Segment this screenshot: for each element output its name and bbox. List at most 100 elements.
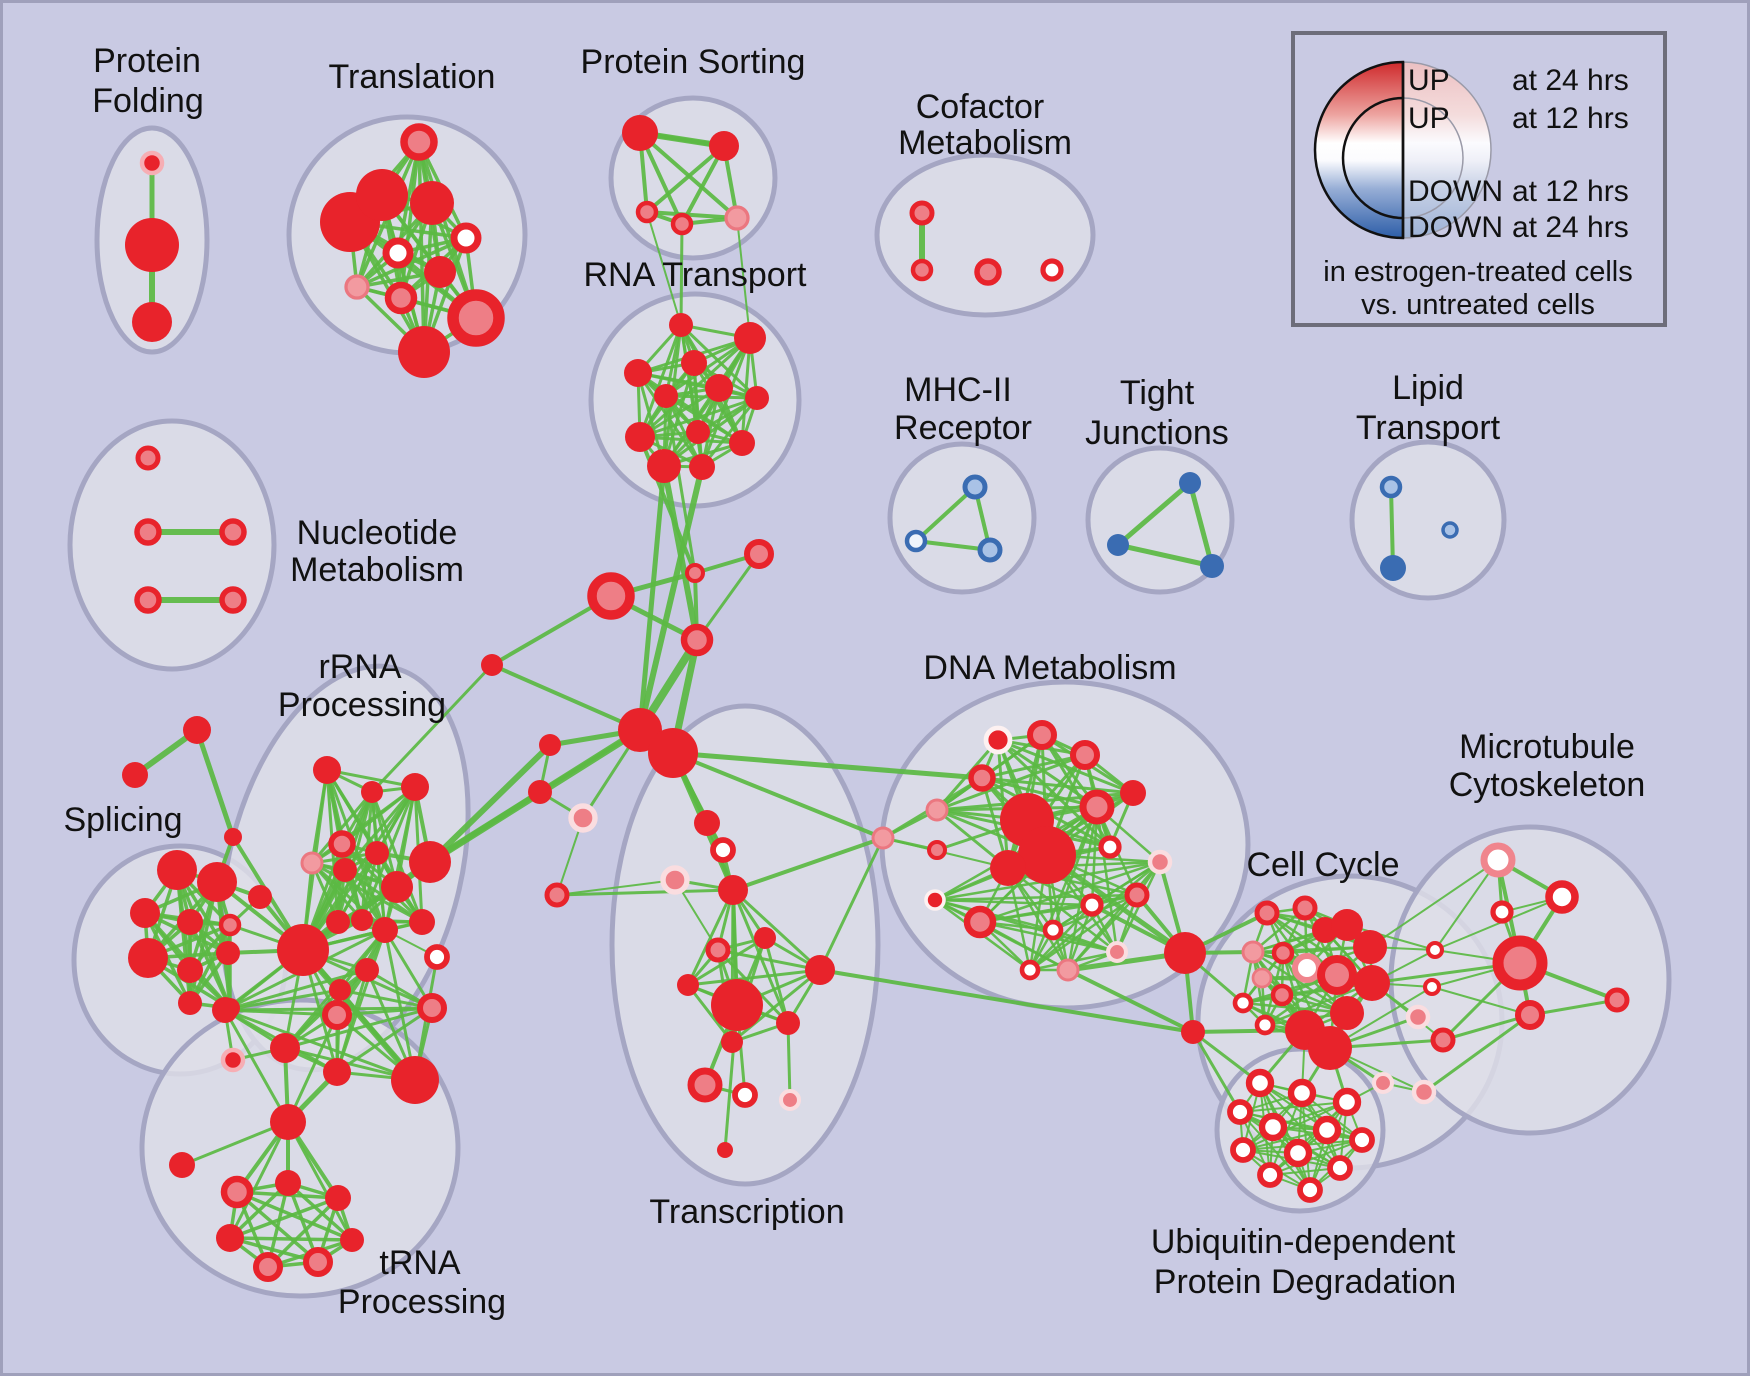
gene-node-lp0[interactable] [1379, 475, 1403, 499]
gene-node-dmB[interactable] [1018, 826, 1076, 884]
gene-node-dm8[interactable] [1098, 835, 1122, 859]
gene-node-ps3[interactable] [670, 212, 694, 236]
gene-node-tn6[interactable] [303, 1247, 333, 1277]
gene-node-rr14[interactable] [409, 909, 435, 935]
gene-node-ps4[interactable] [724, 205, 750, 231]
gene-node-dm15[interactable] [1124, 882, 1150, 908]
gene-node-rr1[interactable] [361, 781, 383, 803]
gene-node-h3[interactable] [680, 623, 714, 657]
gene-node-hA[interactable] [618, 708, 662, 752]
gene-node-spc[interactable] [224, 828, 242, 846]
gene-node-rr12[interactable] [355, 958, 379, 982]
gene-node-cc11[interactable] [1270, 983, 1294, 1007]
gene-node-h2[interactable] [587, 572, 635, 620]
gene-node-ps1[interactable] [709, 131, 739, 161]
gene-node-rr5[interactable] [333, 858, 357, 882]
gene-node-rr0[interactable] [313, 756, 341, 784]
gene-node-nm1[interactable] [134, 518, 162, 546]
gene-node-tc14[interactable] [717, 1142, 733, 1158]
gene-node-cc13[interactable] [1254, 1014, 1276, 1036]
gene-node-rr3[interactable] [328, 830, 356, 858]
gene-node-rr15[interactable] [424, 944, 450, 970]
gene-node-cf0[interactable] [909, 200, 935, 226]
gene-node-mh0[interactable] [962, 474, 988, 500]
gene-node-dm0[interactable] [983, 725, 1013, 755]
gene-node-dm19[interactable] [1164, 932, 1206, 974]
gene-node-cf1[interactable] [910, 258, 934, 282]
gene-node-rt10[interactable] [647, 449, 681, 483]
gene-node-dm18[interactable] [1019, 959, 1041, 981]
gene-node-lp1[interactable] [1380, 555, 1406, 581]
gene-node-tc9[interactable] [776, 1011, 800, 1035]
gene-node-rt4[interactable] [705, 374, 733, 402]
gene-node-nm2[interactable] [219, 518, 247, 546]
gene-node-rr10[interactable] [351, 909, 373, 931]
gene-node-ps2[interactable] [635, 200, 659, 224]
gene-node-rr11[interactable] [372, 917, 398, 943]
gene-node-ub9[interactable] [1327, 1155, 1353, 1181]
gene-node-ub11[interactable] [1297, 1177, 1323, 1203]
gene-node-ps0[interactable] [622, 115, 658, 151]
gene-node-tj2[interactable] [1200, 554, 1224, 578]
gene-node-rt9[interactable] [729, 430, 755, 456]
gene-node-tl4[interactable] [450, 222, 482, 254]
gene-node-rr18[interactable] [322, 1000, 352, 1030]
gene-node-tc3[interactable] [718, 875, 748, 905]
gene-node-mc0[interactable] [1480, 842, 1516, 878]
gene-node-dm1[interactable] [1027, 720, 1057, 750]
gene-node-dm7[interactable] [990, 850, 1026, 886]
gene-node-tc12[interactable] [732, 1082, 758, 1108]
gene-node-tc13[interactable] [778, 1088, 802, 1112]
gene-node-ub7[interactable] [1230, 1137, 1256, 1163]
gene-node-nm3[interactable] [134, 586, 162, 614]
gene-node-sp1[interactable] [197, 862, 237, 902]
gene-node-tl0[interactable] [400, 123, 438, 161]
gene-node-dm6[interactable] [1120, 780, 1146, 806]
gene-node-ub5[interactable] [1312, 1115, 1342, 1145]
gene-node-rt0[interactable] [669, 313, 693, 337]
gene-node-sp8[interactable] [178, 991, 202, 1015]
gene-node-tl9[interactable] [447, 289, 505, 347]
gene-node-tn5[interactable] [340, 1228, 364, 1252]
gene-node-rr22[interactable] [220, 1047, 246, 1073]
gene-node-mc8[interactable] [1430, 1027, 1456, 1053]
gene-node-rr16[interactable] [212, 997, 238, 1023]
gene-node-rr13[interactable] [329, 979, 351, 1001]
gene-node-cc8[interactable] [1317, 955, 1357, 995]
gene-node-sp10[interactable] [248, 885, 272, 909]
gene-node-h8[interactable] [544, 882, 570, 908]
gene-node-tn4[interactable] [216, 1224, 244, 1252]
gene-node-tl10[interactable] [398, 326, 450, 378]
gene-node-ub3[interactable] [1227, 1099, 1253, 1125]
gene-node-h4[interactable] [481, 654, 503, 676]
gene-node-tc4[interactable] [754, 927, 776, 949]
gene-node-mc10[interactable] [1411, 1079, 1437, 1105]
gene-node-tc10[interactable] [721, 1031, 743, 1053]
gene-node-sp0[interactable] [157, 850, 197, 890]
gene-node-tn0[interactable] [169, 1152, 195, 1178]
gene-node-cc19[interactable] [1405, 1004, 1431, 1030]
gene-node-mc9[interactable] [1371, 1071, 1395, 1095]
gene-node-tn3[interactable] [325, 1185, 351, 1211]
gene-node-ccB[interactable] [1308, 1026, 1352, 1070]
gene-node-rt1[interactable] [734, 322, 766, 354]
gene-node-hB[interactable] [648, 728, 698, 778]
gene-node-ub8[interactable] [1283, 1138, 1313, 1168]
gene-node-ub1[interactable] [1287, 1078, 1317, 1108]
gene-node-tc7[interactable] [805, 955, 835, 985]
gene-node-h5[interactable] [539, 734, 561, 756]
gene-node-ub4[interactable] [1258, 1112, 1288, 1142]
gene-node-cc5[interactable] [1241, 940, 1265, 964]
gene-node-rr7[interactable] [381, 871, 413, 903]
gene-node-mc5[interactable] [1492, 935, 1548, 991]
gene-node-cc1[interactable] [1292, 895, 1318, 921]
gene-node-dm14[interactable] [1042, 919, 1064, 941]
gene-node-dm13[interactable] [1080, 893, 1104, 917]
gene-node-rt11[interactable] [689, 454, 715, 480]
gene-node-rt7[interactable] [686, 420, 710, 444]
gene-node-tl3[interactable] [410, 181, 454, 225]
gene-node-dm12[interactable] [963, 905, 997, 939]
gene-node-dm9[interactable] [1147, 849, 1173, 875]
gene-node-ub10[interactable] [1257, 1162, 1283, 1188]
gene-node-mh1[interactable] [904, 529, 928, 553]
